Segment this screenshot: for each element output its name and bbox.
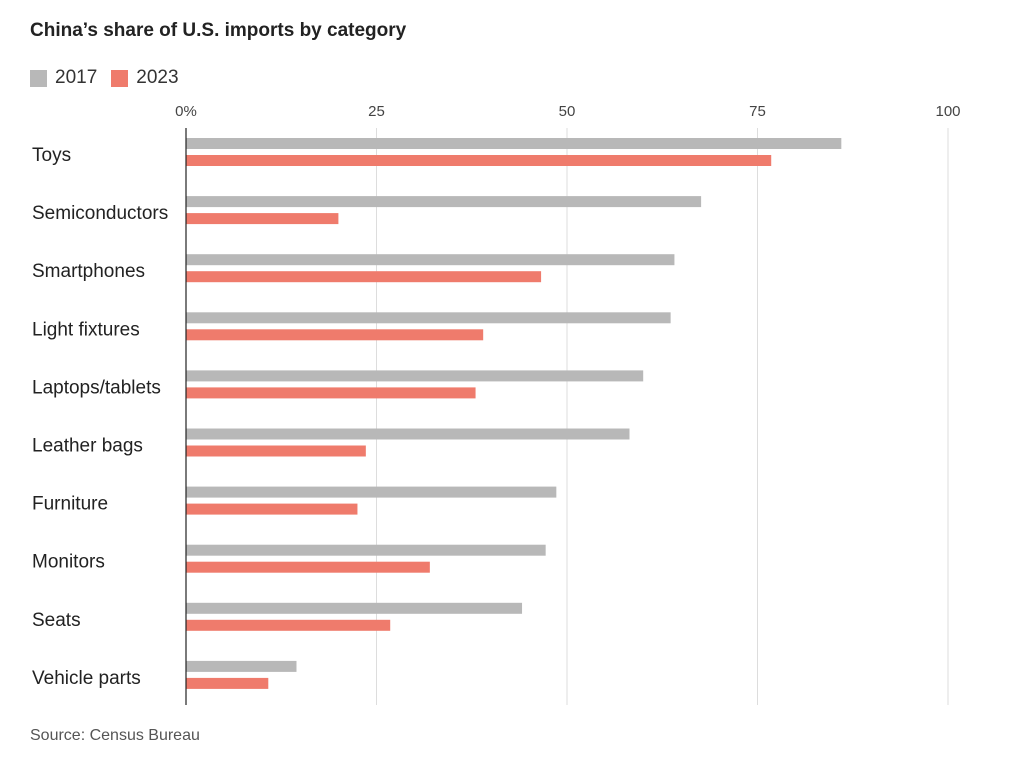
source-note: Source: Census Bureau: [30, 727, 200, 744]
legend-label-2023: 2023: [136, 67, 179, 88]
tick-label: 75: [749, 103, 766, 120]
bar-2017: [186, 602, 523, 614]
legend-item-2023: 2023: [111, 67, 179, 89]
category-label: Laptops/tablets: [32, 377, 161, 398]
bar-2017: [186, 312, 671, 324]
tick-label: 0%: [175, 103, 197, 120]
bar-2017: [186, 660, 297, 672]
category-label: Vehicle parts: [32, 668, 141, 689]
tick-label: 50: [559, 103, 576, 120]
category-label: Toys: [32, 145, 71, 166]
bar-2023: [186, 387, 476, 399]
category-label: Furniture: [32, 494, 108, 515]
bar-2023: [186, 271, 542, 283]
bar-2023: [186, 329, 484, 341]
category-label: Smartphones: [32, 261, 145, 282]
chart-title: China’s share of U.S. imports by categor…: [30, 20, 407, 41]
bar-2017: [186, 428, 630, 440]
legend-label-2017: 2017: [55, 67, 98, 88]
bar-2023: [186, 561, 430, 573]
legend-swatch-2017: [30, 69, 47, 87]
bar-2023: [186, 677, 269, 689]
bar-2023: [186, 155, 772, 166]
bar-2023: [186, 619, 391, 631]
bar-2017: [186, 370, 644, 382]
category-label: Light fixtures: [32, 319, 140, 340]
bar-2023: [186, 213, 339, 225]
category-label: Leather bags: [32, 436, 143, 457]
bar-2017: [186, 196, 702, 208]
bar-2023: [186, 503, 358, 515]
bar-2017: [186, 544, 546, 556]
bar-2017: [186, 254, 675, 266]
tick-label: 100: [935, 103, 960, 120]
tick-label: 25: [368, 103, 385, 120]
bar-2017: [186, 138, 842, 149]
category-label: Seats: [32, 610, 81, 631]
category-label: Monitors: [32, 552, 105, 573]
legend-item-2017: 2017: [30, 67, 97, 89]
legend-swatch-2023: [111, 69, 129, 87]
bar-2023: [186, 445, 366, 457]
legend: 2017 2023: [30, 67, 193, 89]
bar-2017: [186, 486, 557, 498]
category-label: Semiconductors: [32, 203, 168, 224]
